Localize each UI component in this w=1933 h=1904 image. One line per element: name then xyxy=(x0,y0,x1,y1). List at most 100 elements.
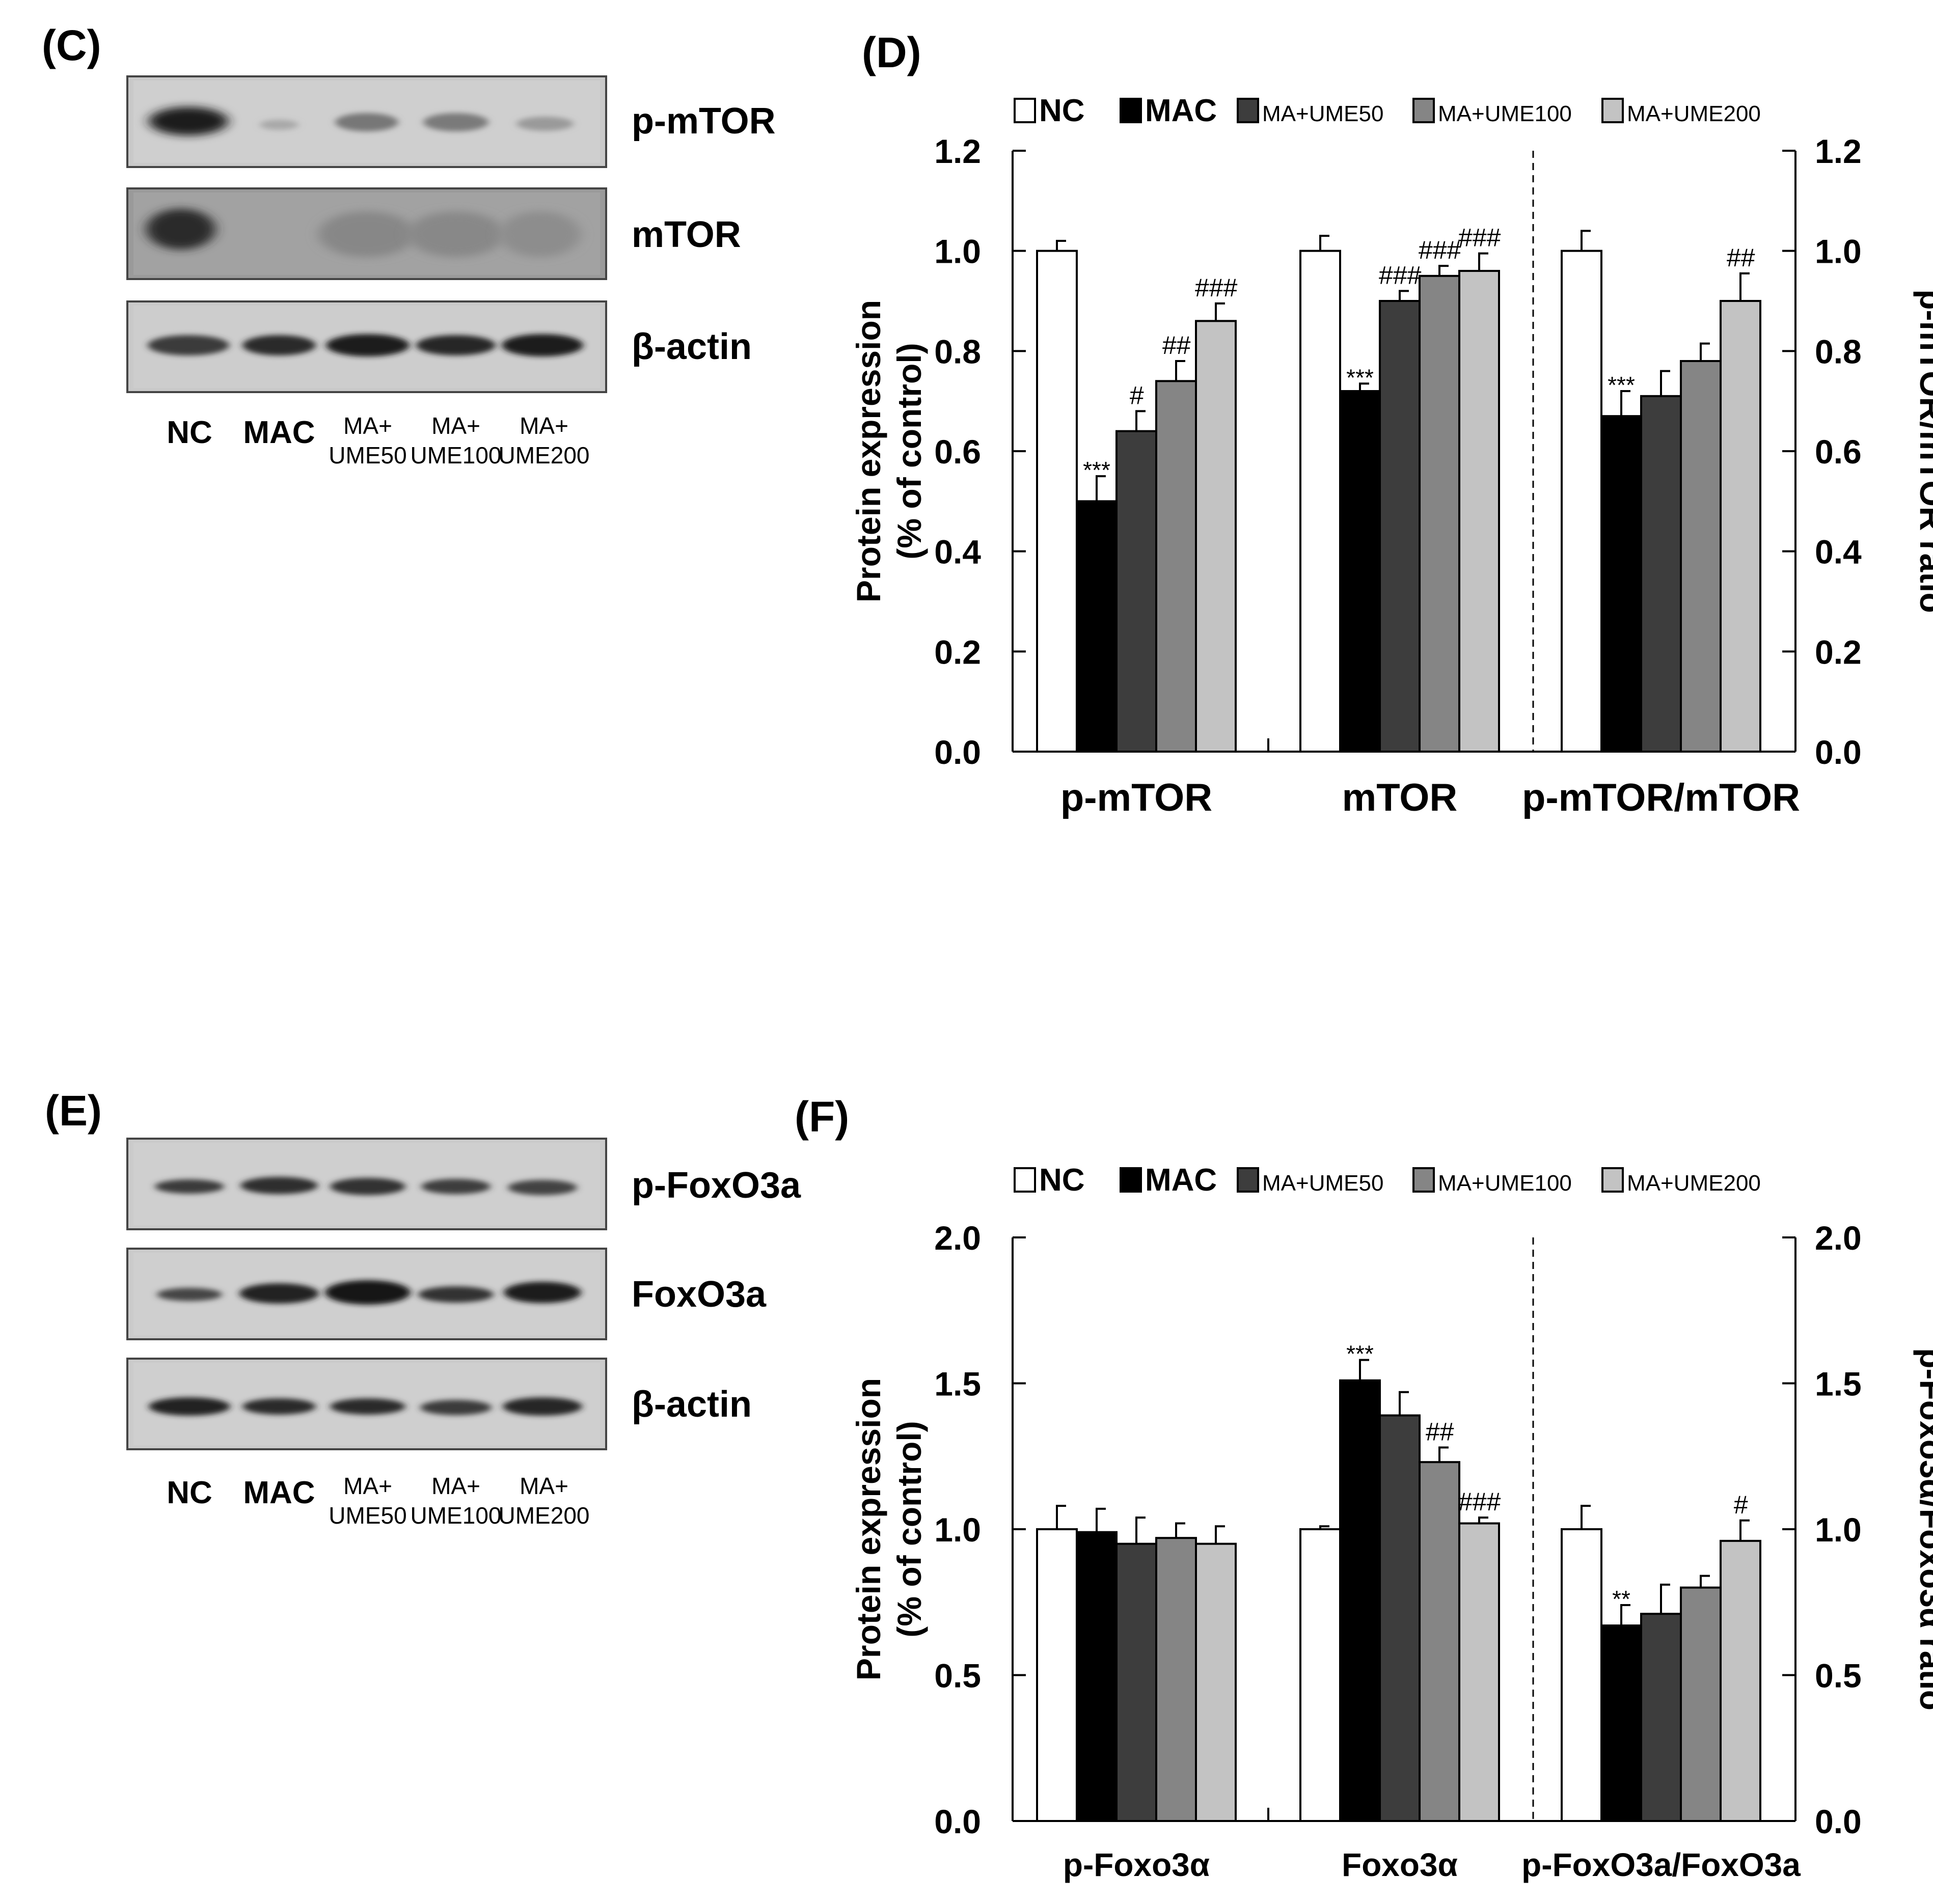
bar xyxy=(1036,250,1078,753)
y-axis-label-left: (% of control) xyxy=(890,343,928,559)
legend-label: MA+UME100 xyxy=(1438,1171,1572,1196)
legend-label: MA+UME50 xyxy=(1262,1171,1383,1196)
legend-swatch xyxy=(1601,1167,1624,1193)
x-group-label: p-mTOR xyxy=(1060,776,1212,819)
significance-label: ### xyxy=(1458,224,1501,252)
x-group-label: mTOR xyxy=(1342,776,1458,819)
y-axis-label-right: p-Foxo3α/Foxo3α ratio xyxy=(1913,1348,1933,1710)
blot-c: p-mTOR mTOR β-actin NC MAC MA+ UME50 MA+… xyxy=(126,75,776,468)
legend-swatch xyxy=(1014,1167,1036,1193)
blot-c-band-label-3: β-actin xyxy=(632,326,752,367)
y-tick-label-left: 0.8 xyxy=(934,333,981,370)
blot-e-lane-label: UME100 xyxy=(411,1502,502,1529)
blot-c-lane-label: NC xyxy=(167,415,212,450)
bar xyxy=(1600,415,1642,753)
bar xyxy=(1076,500,1118,753)
y-tick-label-right: 0.4 xyxy=(1815,533,1862,571)
bar xyxy=(1640,395,1682,753)
legend-swatch xyxy=(1412,1167,1435,1193)
legend-label: MAC xyxy=(1145,93,1217,128)
blot-e-lane-label: UME200 xyxy=(499,1502,590,1529)
blot-e-band-label-3: β-actin xyxy=(632,1384,752,1425)
bar xyxy=(1299,1528,1341,1822)
bar xyxy=(1561,1528,1602,1822)
bar xyxy=(1379,1414,1421,1822)
bar xyxy=(1379,300,1421,753)
y-tick-label-left: 1.5 xyxy=(934,1365,981,1403)
significance-label: ## xyxy=(1726,243,1755,272)
blot-e-lane-label: MA+ xyxy=(520,1473,568,1499)
bar xyxy=(1458,1522,1500,1823)
y-tick-label-right: 0.6 xyxy=(1815,433,1862,471)
legend-label: MAC xyxy=(1145,1163,1217,1198)
significance-label: ### xyxy=(1458,1487,1501,1516)
bar xyxy=(1720,300,1761,753)
y-tick-label-left: 1.2 xyxy=(934,132,981,170)
blot-c-lane-label: MAC xyxy=(243,415,315,450)
blot-c-band-label-2: mTOR xyxy=(632,214,741,255)
legend-label: MA+UME50 xyxy=(1262,101,1383,126)
blot-e-band-row-1 xyxy=(126,1138,607,1230)
bar xyxy=(1299,250,1341,753)
bar xyxy=(1720,1539,1761,1822)
blot-e-lane-label: MA+ xyxy=(343,1473,392,1499)
significance-label: *** xyxy=(1083,457,1110,483)
bar xyxy=(1680,1586,1722,1823)
bar xyxy=(1115,430,1157,753)
bar xyxy=(1339,390,1381,753)
panel-label-c: (C) xyxy=(42,21,101,69)
x-group-label: p-Foxo3α xyxy=(1063,1846,1210,1883)
blot-c-lane-label: UME50 xyxy=(329,442,406,468)
significance-label: ## xyxy=(1162,331,1191,360)
blot-c-band-label-1: p-mTOR xyxy=(632,101,776,142)
x-group-label: p-FoxO3a/FoxO3a xyxy=(1521,1846,1801,1883)
blot-e-lane-label: MAC xyxy=(243,1475,315,1510)
panel-label-f: (F) xyxy=(795,1093,849,1141)
significance-label: # xyxy=(1733,1491,1748,1519)
y-tick-label-right: 1.0 xyxy=(1815,233,1862,270)
y-tick-label-left: 0.4 xyxy=(934,533,981,571)
legend-swatch xyxy=(1412,98,1435,123)
bar xyxy=(1419,274,1460,753)
y-tick-label-left: 0.0 xyxy=(934,1803,981,1840)
significance-label: ** xyxy=(1612,1586,1630,1612)
significance-label: ## xyxy=(1425,1418,1454,1446)
legend-label: MA+UME200 xyxy=(1627,101,1761,126)
blot-e-band-row-3 xyxy=(126,1358,607,1450)
blot-e-lane-label: MA+ xyxy=(431,1473,480,1499)
y-tick-label-left: 0.2 xyxy=(934,633,981,671)
panel-label-e: (E) xyxy=(45,1087,102,1135)
y-axis-label-left: (% of control) xyxy=(890,1421,928,1637)
x-group-label: p-mTOR/mTOR xyxy=(1522,776,1800,819)
y-tick-label-left: 1.0 xyxy=(934,233,981,270)
blot-e-lane-label: NC xyxy=(167,1475,212,1510)
legend-label: NC xyxy=(1039,1163,1085,1198)
blot-e: p-FoxO3a FoxO3a β-actin NC MAC MA+ UME50… xyxy=(126,1138,801,1529)
blot-c-lane-label: MA+ xyxy=(343,412,392,439)
bar xyxy=(1600,1624,1642,1823)
blot-c-band-row-1 xyxy=(126,75,607,168)
blot-e-lane-labels: NC MAC MA+ UME50 MA+ UME100 MA+ UME200 xyxy=(167,1473,589,1529)
legend-label: MA+UME100 xyxy=(1438,101,1572,126)
significance-label: ### xyxy=(1418,236,1461,264)
significance-label: *** xyxy=(1346,364,1374,391)
blot-e-band-label-1: p-FoxO3a xyxy=(632,1165,801,1206)
y-axis-label-left: Protein expression xyxy=(850,300,887,602)
y-tick-label-right: 2.0 xyxy=(1815,1219,1862,1257)
y-tick-label-left: 1.0 xyxy=(934,1511,981,1549)
bar xyxy=(1195,1542,1237,1822)
bar xyxy=(1155,1537,1197,1822)
bar xyxy=(1076,1531,1118,1822)
blot-c-lane-label: UME100 xyxy=(411,442,502,468)
y-tick-label-right: 1.2 xyxy=(1815,132,1862,170)
bar xyxy=(1419,1461,1460,1822)
y-tick-label-right: 1.5 xyxy=(1815,1365,1862,1403)
y-axis-label-right: p-mTOR/mTOR ratio xyxy=(1913,289,1933,613)
legend-swatch xyxy=(1120,1167,1142,1193)
chart-f: NC MAC MA+UME50 MA+UME100 MA+UME200 0.0 0.5 1.0… xyxy=(850,1163,1933,1883)
blot-c-lane-label: UME200 xyxy=(499,442,590,468)
y-axis-label-left: Protein expression xyxy=(850,1378,887,1680)
blot-e-lane-label: UME50 xyxy=(329,1502,406,1529)
legend-swatch xyxy=(1237,98,1259,123)
bar xyxy=(1640,1613,1682,1822)
